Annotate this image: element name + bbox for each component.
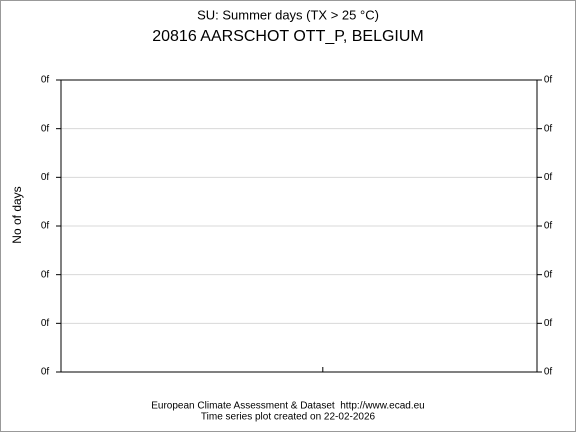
y2-tick-label: 0f <box>544 172 553 183</box>
y-tick-label: 0f <box>41 367 50 378</box>
y-tick-label: 0f <box>41 269 50 280</box>
y-tick-label: 0f <box>41 172 50 183</box>
y-tick-label: 0f <box>41 221 50 232</box>
y-tick-label: 0f <box>41 318 50 329</box>
y2-tick-label: 0f <box>544 367 553 378</box>
y-axis-label: No of days <box>10 186 24 243</box>
y2-tick-label: 0f <box>544 123 553 134</box>
y2-tick-label: 0f <box>544 221 553 232</box>
y2-tick-label: 0f <box>544 269 553 280</box>
footer: European Climate Assessment & Dataset ht… <box>151 401 424 412</box>
plot-area <box>60 79 538 373</box>
footer: Time series plot created on 22-02-2026 <box>201 412 376 423</box>
chart-subtitle: 20816 AARSCHOT OTT_P, BELGIUM <box>152 28 424 45</box>
y2-tick-label: 0f <box>544 75 553 86</box>
y2-tick-label: 0f <box>544 318 553 329</box>
y-tick-label: 0f <box>41 75 50 86</box>
chart-title: SU: Summer days (TX > 25 °C) <box>197 7 379 22</box>
y-tick-label: 0f <box>41 123 50 134</box>
